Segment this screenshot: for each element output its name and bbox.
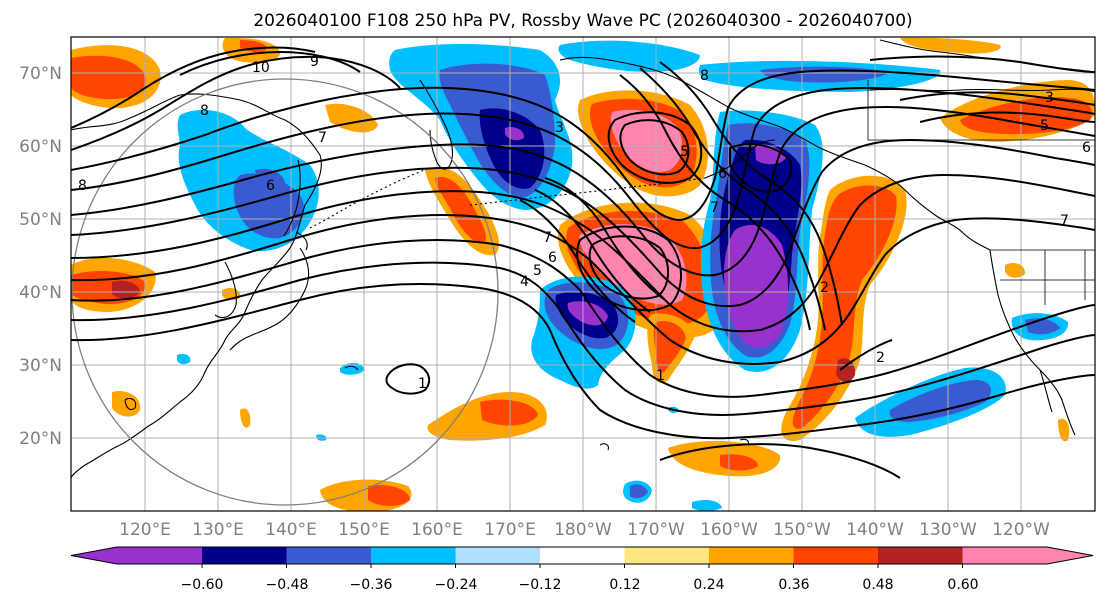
colorbar-tick-label: 0.48 (862, 577, 893, 593)
contour-label: 1 (418, 376, 427, 392)
colorbar-segment (962, 547, 1047, 564)
contour-label: 3 (555, 120, 564, 136)
contour-label: 9 (310, 54, 319, 70)
contour-label: 7 (1060, 213, 1069, 229)
colorbar-tick-label: 0.60 (947, 577, 978, 593)
colorbar-segment (202, 547, 287, 564)
colorbar-segment (455, 547, 540, 564)
colorbar-segment (878, 547, 963, 564)
lon-label: 180°W (554, 520, 612, 540)
contour-label: 3 (1045, 90, 1054, 106)
contour-label: 1 (656, 368, 665, 384)
contour-label: 5 (1040, 118, 1049, 134)
colorbar-tick-label: −0.60 (181, 577, 224, 593)
contour-label: 6 (548, 250, 557, 266)
lon-label: 160°E (411, 520, 463, 540)
lon-label: 170°W (627, 520, 685, 540)
negative-anomalies (177, 40, 1069, 511)
contour-label: 6 (1082, 140, 1091, 156)
lon-label: 130°E (192, 520, 244, 540)
lon-label: 160°W (700, 520, 758, 540)
lat-label: 30°N (19, 356, 62, 376)
colorbar-extend-max (1047, 547, 1093, 564)
lat-label: 50°N (19, 210, 62, 230)
lon-label: 120°W (992, 520, 1050, 540)
lat-label: 20°N (19, 429, 62, 449)
colorbar-tick-label: −0.24 (435, 577, 478, 593)
lon-label: 140°E (265, 520, 317, 540)
figure-title: 2026040100 F108 250 hPa PV, Rossby Wave … (253, 11, 912, 31)
contour-label: 8 (78, 178, 87, 194)
contour-label: 6 (266, 178, 275, 194)
lat-label: 40°N (19, 283, 62, 303)
colorbar-segment (624, 547, 709, 564)
contour-labels: 10 9 8 8 7 6 7 6 5 4 3 2 1 1 2 3 5 7 5 6… (78, 54, 1091, 392)
colorbar-segment (286, 547, 371, 564)
contour-label: 6 (718, 166, 727, 182)
colorbar-tick-label: −0.48 (266, 577, 309, 593)
lon-label: 150°E (338, 520, 390, 540)
contour-label: 7 (318, 130, 327, 146)
positive-anomalies (71, 37, 1095, 511)
colorbar-tick-label: −0.12 (519, 577, 562, 593)
lon-label: 130°W (919, 520, 977, 540)
contour-label: 8 (700, 68, 709, 84)
colorbar-tick-label: 0.36 (778, 577, 809, 593)
latitude-labels: 70°N 60°N 50°N 40°N 30°N 20°N (19, 64, 62, 449)
contour-label: 10 (252, 60, 270, 76)
colorbar-segment (793, 547, 878, 564)
lon-label: 170°E (484, 520, 536, 540)
colorbar-extend-min (71, 547, 117, 564)
contour-label: 2 (876, 350, 885, 366)
lat-label: 60°N (19, 137, 62, 157)
colorbar-segment (117, 547, 202, 564)
contour-label: 7 (543, 230, 552, 246)
contour-label: 2 (820, 280, 829, 296)
lat-label: 70°N (19, 64, 62, 84)
lon-label: 150°W (773, 520, 831, 540)
colorbar (70, 546, 1094, 568)
colorbar-segment (540, 547, 625, 564)
lon-label: 120°E (119, 520, 171, 540)
colorbar-outline (70, 546, 1094, 565)
pv-contours (71, 46, 1095, 479)
map-area: 10 9 8 8 7 6 7 6 5 4 3 2 1 1 2 3 5 7 5 6… (71, 37, 1095, 511)
map-frame (70, 36, 1096, 512)
contour-label: 5 (533, 263, 542, 279)
contour-label: 4 (520, 274, 529, 290)
colorbar-tick-label: 0.24 (693, 577, 724, 593)
contour-label: 5 (680, 144, 689, 160)
contour-label: 8 (200, 103, 209, 119)
colorbar-tick-labels: −0.60 −0.48 −0.36 −0.24 −0.12 0.12 0.24 … (181, 577, 979, 593)
contour-label: 7 (710, 200, 719, 216)
colorbar-segment (709, 547, 794, 564)
contour-label: 7 (770, 173, 779, 189)
colorbar-tick-label: −0.36 (350, 577, 393, 593)
longitude-labels: 120°E 130°E 140°E 150°E 160°E 170°E 180°… (119, 520, 1050, 540)
lon-label: 140°W (846, 520, 904, 540)
colorbar-tick-label: 0.12 (609, 577, 640, 593)
colorbar-segment (371, 547, 456, 564)
